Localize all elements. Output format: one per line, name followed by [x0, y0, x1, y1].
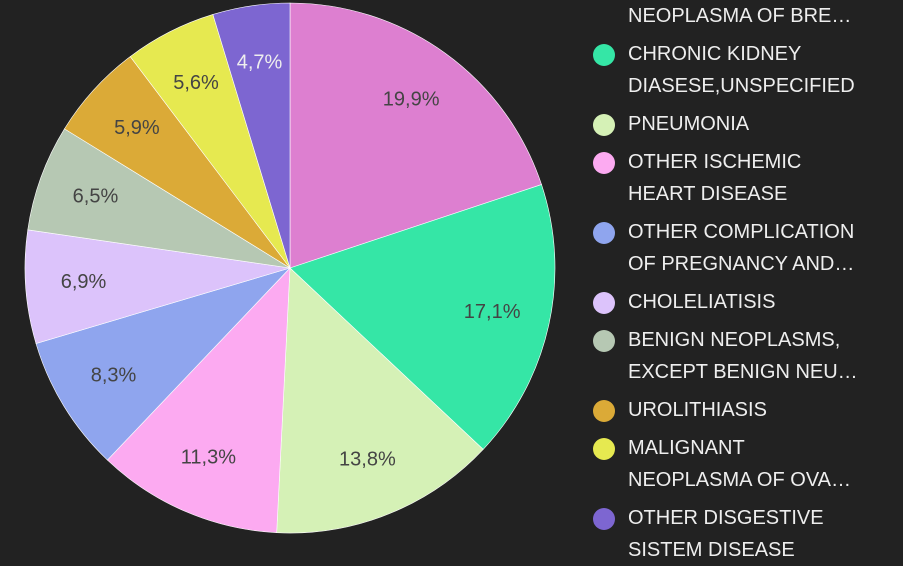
legend-marker — [593, 222, 615, 244]
pie-slice — [289, 2, 542, 269]
slice-label: 13,8% — [339, 448, 396, 470]
legend-marker — [593, 152, 615, 174]
legend-marker — [593, 400, 615, 422]
legend-item: CHOLELIATISIS — [593, 291, 775, 314]
pie-slice — [276, 267, 484, 534]
slice-label: 4,7% — [237, 52, 283, 74]
legend-label: OTHER DISGESTIVE SISTEM DISEASE — [628, 507, 824, 561]
legend-marker — [593, 508, 615, 530]
legend-item: CHRONIC KIDNEY DIASESE,UNSPECIFIED — [593, 43, 855, 97]
pie-slice — [289, 184, 556, 450]
legend-label: NEOPLASMA OF BRE… — [628, 5, 851, 27]
legend-marker — [593, 292, 615, 314]
legend-marker — [593, 330, 615, 352]
legend-item: OTHER DISGESTIVE SISTEM DISEASE — [593, 507, 824, 561]
pie-slice — [106, 267, 291, 533]
slice-label: 6,9% — [61, 271, 107, 293]
legend-marker — [593, 44, 615, 66]
legend-marker — [593, 438, 615, 460]
legend-item: PNEUMONIA — [593, 113, 750, 136]
legend-marker — [593, 114, 615, 136]
legend-label: PNEUMONIA — [628, 113, 750, 135]
slice-label: 17,1% — [464, 301, 521, 323]
pie-slice — [212, 2, 291, 269]
slice-label: 11,3% — [181, 447, 236, 469]
legend-item: NEOPLASMA OF BRE… — [628, 5, 851, 27]
legend-item: UROLITHIASIS — [593, 399, 767, 422]
slice-label: 8,3% — [91, 364, 137, 386]
slice-label: 19,9% — [383, 88, 440, 110]
legend-label: MALIGNANT NEOPLASMA OF OVA… — [628, 437, 851, 491]
slice-label: 5,6% — [173, 72, 219, 94]
legend-label: UROLITHIASIS — [628, 399, 767, 421]
legend-label: BENIGN NEOPLASMS, EXCEPT BENIGN NEU… — [628, 329, 858, 383]
legend-label: CHRONIC KIDNEY DIASESE,UNSPECIFIED — [628, 43, 855, 97]
legend-item: MALIGNANT NEOPLASMA OF OVA… — [593, 437, 851, 491]
slice-label: 6,5% — [73, 186, 119, 208]
legend-item: OTHER COMPLICATION OF PREGNANCY AND… — [593, 221, 854, 275]
slice-label: 5,9% — [114, 117, 160, 139]
legend-label: OTHER ISCHEMIC HEART DISEASE — [628, 151, 801, 205]
legend-label: CHOLELIATISIS — [628, 291, 775, 313]
pie-slice — [35, 267, 291, 461]
pie-slice — [24, 229, 291, 344]
legend-item: BENIGN NEOPLASMS, EXCEPT BENIGN NEU… — [593, 329, 858, 383]
legend-item: OTHER ISCHEMIC HEART DISEASE — [593, 151, 801, 205]
legend-label: OTHER COMPLICATION OF PREGNANCY AND… — [628, 221, 854, 275]
